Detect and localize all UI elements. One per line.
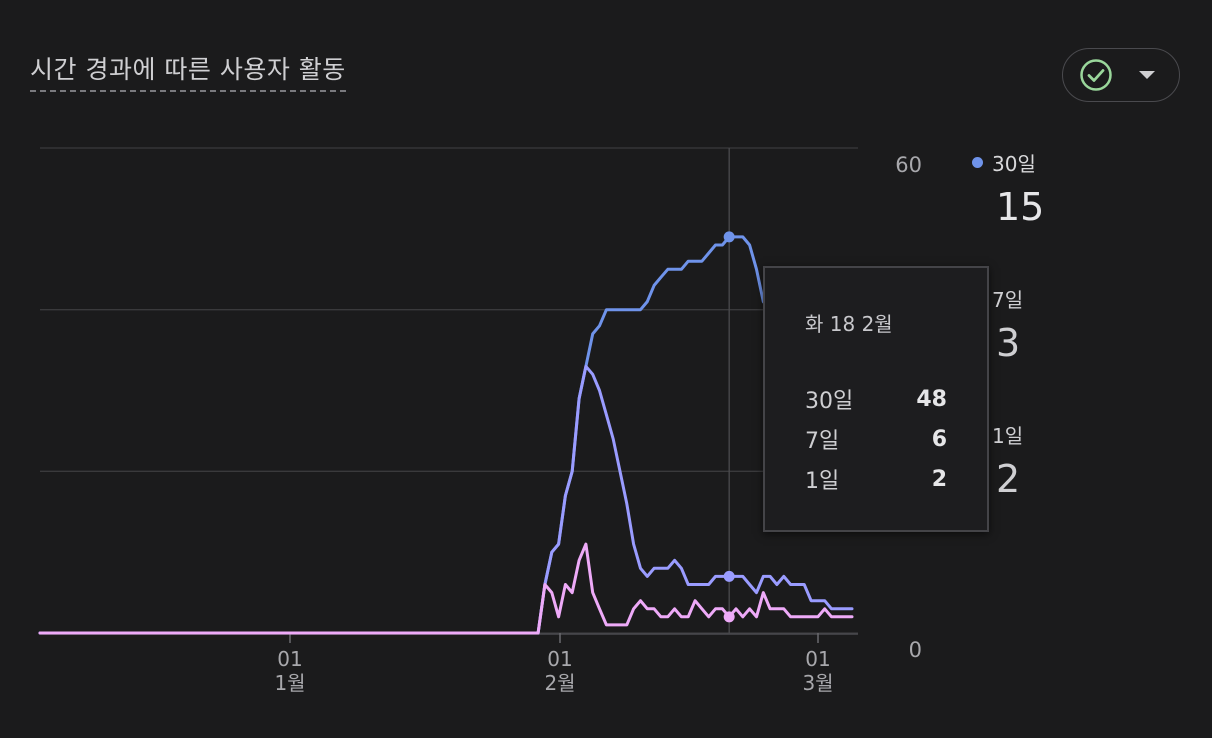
legend-label-30d: 30일 [992,152,1036,176]
tooltip-label: 7일 [805,429,840,454]
tooltip-value: 6 [931,426,947,452]
legend-value-30d: 15 [996,185,1045,229]
legend-value-1d: 2 [996,457,1021,501]
series-line-1d [38,542,854,635]
legend-label-7d: 7일 [992,288,1024,312]
x-tick-day-label: 01 [547,647,572,671]
tooltip-label: 1일 [805,469,840,494]
tooltip-value: 48 [916,386,947,412]
tooltip-value: 2 [931,466,947,492]
check-circle-icon [1080,59,1112,91]
x-tick-day-label: 01 [277,647,302,671]
highlight-point-1d [723,611,735,623]
legend-dot-30d [972,157,983,168]
y-tick-label: 60 [895,153,922,177]
tooltip-row-7d: 7일 6 [805,419,947,459]
x-tick-month-label: 2월 [544,671,575,695]
x-tick-day-label: 01 [805,647,830,671]
tooltip-label: 30일 [805,389,854,414]
legend-label-1d: 1일 [992,424,1024,448]
chart-tooltip: 화 18 2월 30일 48 7일 6 1일 2 [763,266,989,532]
y-tick-label: 0 [909,638,922,662]
highlight-point-30d [723,231,735,243]
tooltip-date: 화 18 2월 [805,312,893,336]
legend-item-30d[interactable]: 30일 15 [972,148,1044,229]
x-tick-month-label: 3월 [802,671,833,695]
chevron-down-icon [1139,71,1155,79]
legend-value-7d: 3 [996,321,1021,365]
chart-title: 시간 경과에 따른 사용자 활동 [30,50,346,92]
tooltip-row-1d: 1일 2 [805,459,947,499]
x-tick-month-label: 1월 [274,671,305,695]
highlight-point-7d [723,570,735,582]
tooltip-row-30d: 30일 48 [805,379,947,419]
series-line-7d [38,364,854,635]
status-dropdown-button[interactable] [1062,48,1180,102]
